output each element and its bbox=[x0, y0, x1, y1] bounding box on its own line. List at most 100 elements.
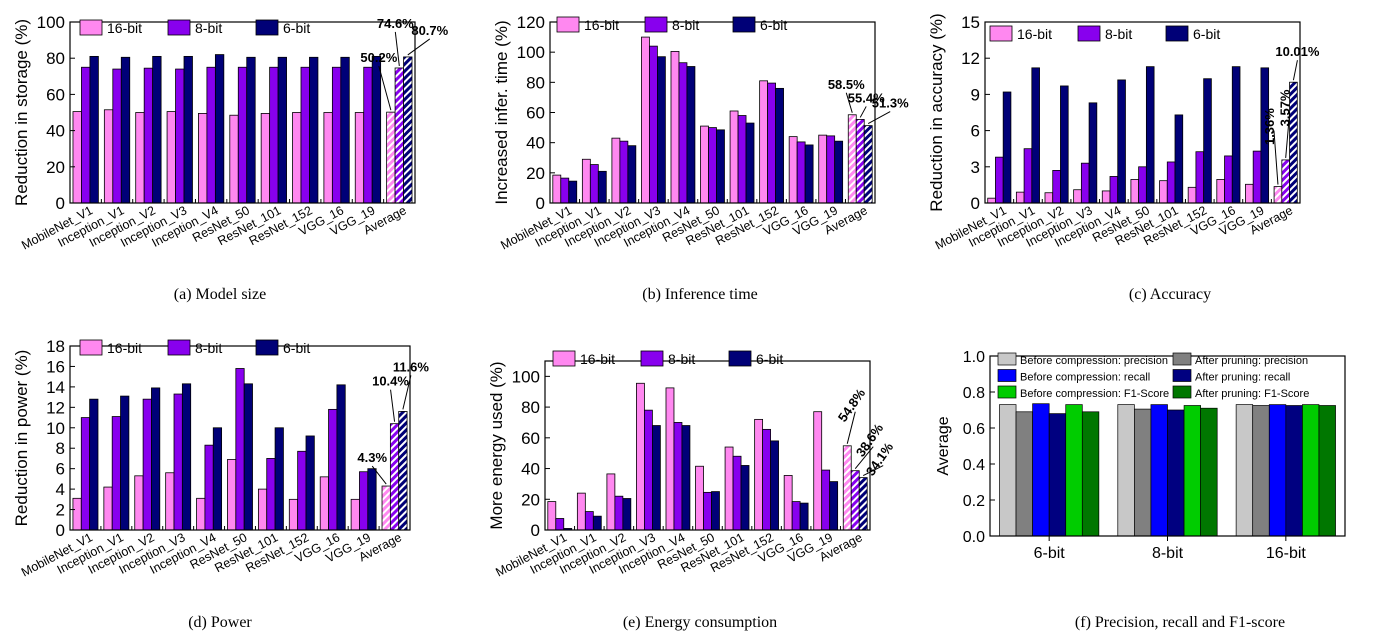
chart-b: 020406080100120MobileNet_V1Inception_V1I… bbox=[492, 13, 909, 253]
y-tick-label: 120 bbox=[517, 13, 545, 32]
bar-6-bit-VGG_19 bbox=[829, 481, 839, 531]
bar-8-bit-ResNet_152 bbox=[1195, 151, 1205, 204]
bar-8-bit-Inception_V1 bbox=[1023, 148, 1033, 204]
bar-6-bit-Inception_V3 bbox=[1088, 102, 1098, 204]
annotation-label: 4.3% bbox=[357, 450, 387, 465]
bar-8-bit-VGG_19 bbox=[363, 66, 373, 204]
legend-label-8-bit: 8-bit bbox=[195, 340, 222, 356]
x-tick-label: 16-bit bbox=[1266, 545, 1307, 562]
bar-16-bit-VGG_16 bbox=[323, 112, 333, 204]
bar-16-bit-Inception_V3 bbox=[166, 111, 176, 204]
y-tick-label: 20 bbox=[46, 158, 65, 177]
bar-16-bit-VGG_19 bbox=[818, 134, 828, 204]
bar-6-bit-VGG_19 bbox=[367, 468, 377, 531]
bar-6-bit-ResNet_101 bbox=[277, 56, 287, 204]
caption-b: (b) Inference time bbox=[642, 286, 758, 303]
annotation-arrow bbox=[862, 465, 884, 477]
legend-swatch-16-bit bbox=[989, 25, 1013, 42]
bar-16-bit-VGG_19 bbox=[1245, 183, 1254, 204]
bar-16-bit-Average bbox=[842, 445, 852, 531]
y-tick-label: 100 bbox=[517, 43, 545, 62]
y-tick-label: 0.2 bbox=[963, 493, 985, 510]
bar-6-bit-VGG_16 bbox=[1231, 66, 1241, 204]
bar-Before compression: recall-16-bit bbox=[1268, 404, 1287, 537]
bar-16-bit-ResNet_152 bbox=[292, 112, 302, 204]
bar-6-bit-ResNet_101 bbox=[1174, 114, 1184, 204]
bar-6-bit-VGG_16 bbox=[340, 56, 350, 204]
legend-label-16-bit: 16-bit bbox=[107, 340, 142, 356]
bar-6-bit-Inception_V1 bbox=[120, 56, 131, 204]
bar-Before compression: F1-Score-6-bit bbox=[1065, 404, 1083, 537]
bar-16-bit-ResNet_152 bbox=[754, 418, 764, 531]
annotation-label: 11.6% bbox=[393, 359, 430, 374]
bar-6-bit-ResNet_152 bbox=[775, 87, 784, 204]
bar-16-bit-Inception_V3 bbox=[1073, 189, 1082, 204]
bar-8-bit-ResNet_152 bbox=[297, 450, 307, 531]
bar-6-bit-Average bbox=[398, 411, 408, 531]
bar-16-bit-MobileNet_V1 bbox=[552, 174, 562, 204]
bar-6-bit-ResNet_50 bbox=[243, 383, 253, 531]
legend-label-Before compression: precision: Before compression: precision bbox=[1020, 355, 1168, 367]
y-tick-label: 8 bbox=[56, 439, 65, 458]
bar-8-bit-VGG_19 bbox=[1252, 150, 1262, 204]
bar-16-bit-Inception_V1 bbox=[581, 158, 591, 204]
bar-16-bit-Inception_V1 bbox=[1015, 191, 1025, 204]
legend-swatch-8-bit bbox=[644, 16, 668, 33]
y-tick-label: 6 bbox=[971, 122, 980, 141]
bar-8-bit-MobileNet_V1 bbox=[81, 66, 91, 204]
bar-Before compression: F1-Score-16-bit bbox=[1302, 404, 1320, 537]
bar-6-bit-Inception_V4 bbox=[212, 427, 223, 531]
bar-8-bit-ResNet_101 bbox=[269, 66, 279, 204]
bar-16-bit-Inception_V2 bbox=[134, 475, 144, 531]
bar-8-bit-Average bbox=[394, 67, 404, 204]
bar-6-bit-MobileNet_V1 bbox=[89, 398, 99, 531]
bar-8-bit-Inception_V2 bbox=[1052, 170, 1061, 204]
bar-8-bit-MobileNet_V1 bbox=[555, 518, 565, 531]
y-tick-label: 40 bbox=[521, 460, 540, 479]
annotation-arrow bbox=[371, 465, 387, 485]
bar-Before compression: precision-16-bit bbox=[1235, 404, 1254, 537]
annotation-label: 55.4% bbox=[848, 90, 885, 105]
bar-16-bit-ResNet_152 bbox=[759, 80, 769, 204]
bar-16-bit-VGG_19 bbox=[354, 112, 365, 204]
legend-label-Before compression: F1-Score: Before compression: F1-Score bbox=[1020, 388, 1169, 400]
x-tick-label: 6-bit bbox=[1034, 545, 1066, 562]
legend-label-16-bit: 16-bit bbox=[580, 351, 615, 367]
bar-8-bit-VGG_16 bbox=[328, 408, 338, 531]
y-tick-label: 12 bbox=[961, 49, 980, 68]
bar-16-bit-Inception_V4 bbox=[198, 113, 208, 204]
bar-8-bit-Inception_V2 bbox=[143, 67, 154, 204]
bar-6-bit-VGG_19 bbox=[834, 140, 844, 204]
bar-After pruning: F1-Score-16-bit bbox=[1318, 405, 1336, 537]
bar-16-bit-ResNet_50 bbox=[1130, 179, 1140, 204]
annotation-arrow bbox=[378, 66, 392, 111]
chart-panel-b: 0 20 40 60 80 100 120 MobileNet_V1 Inception_V1 I… bbox=[465, 0, 930, 318]
annotation-arrow bbox=[1273, 130, 1279, 185]
chart-panel-d: 0 2 4 6 8 10 12 14 16 18 MobileNet_V1 Inception_V1 I… bbox=[0, 318, 465, 637]
bar-8-bit-ResNet_50 bbox=[235, 368, 245, 531]
legend-swatch-6-bit bbox=[732, 16, 756, 33]
legend-label-6-bit: 6-bit bbox=[1193, 26, 1220, 42]
bar-8-bit-Inception_V4 bbox=[673, 422, 683, 531]
chart-c: 03691215MobileNet_V1Inception_V1Inceptio… bbox=[927, 13, 1320, 253]
legend-swatch-Before compression: recall bbox=[997, 369, 1017, 382]
bar-8-bit-Inception_V3 bbox=[173, 393, 183, 531]
bar-8-bit-MobileNet_V1 bbox=[80, 417, 91, 531]
annotation-arrow bbox=[845, 92, 853, 113]
y-tick-label: 12 bbox=[46, 398, 65, 417]
y-tick-label: 0 bbox=[971, 194, 980, 213]
bar-6-bit-VGG_19 bbox=[371, 55, 382, 204]
bar-16-bit-ResNet_50 bbox=[229, 114, 239, 204]
bar-16-bit-VGG_19 bbox=[813, 411, 823, 531]
bar-8-bit-ResNet_101 bbox=[266, 458, 276, 531]
bar-6-bit-ResNet_152 bbox=[305, 435, 315, 531]
bar-16-bit-VGG_16 bbox=[783, 475, 793, 531]
legend-label-6-bit: 6-bit bbox=[756, 351, 783, 367]
plot-frame bbox=[984, 21, 1301, 204]
bar-16-bit-ResNet_101 bbox=[724, 446, 734, 531]
y-tick-label: 6 bbox=[56, 460, 65, 479]
bar-16-bit-MobileNet_V1 bbox=[547, 501, 557, 531]
bar-6-bit-Inception_V3 bbox=[181, 383, 192, 531]
bar-16-bit-ResNet_50 bbox=[695, 465, 704, 531]
